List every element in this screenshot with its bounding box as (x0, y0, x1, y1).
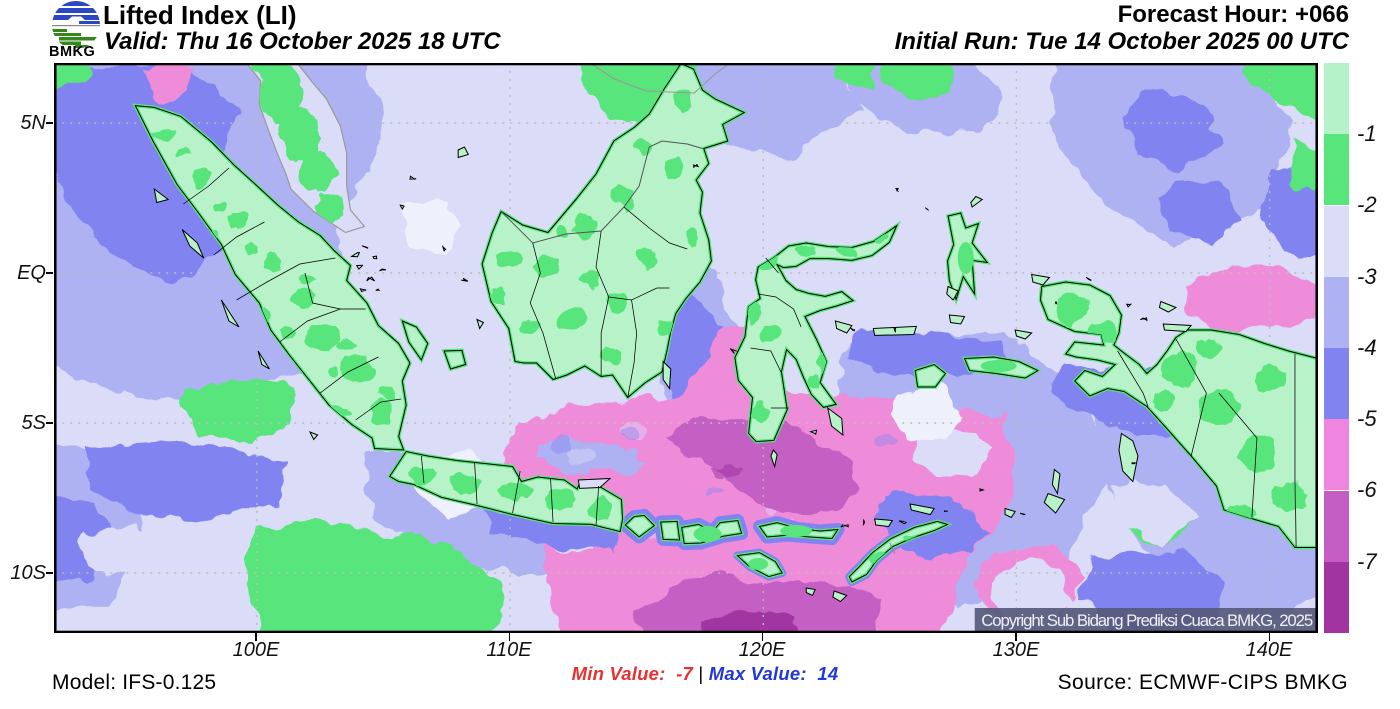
svg-text:Copyright Sub Bidang Prediksi: Copyright Sub Bidang Prediksi Cuaca BMKG… (981, 611, 1313, 630)
